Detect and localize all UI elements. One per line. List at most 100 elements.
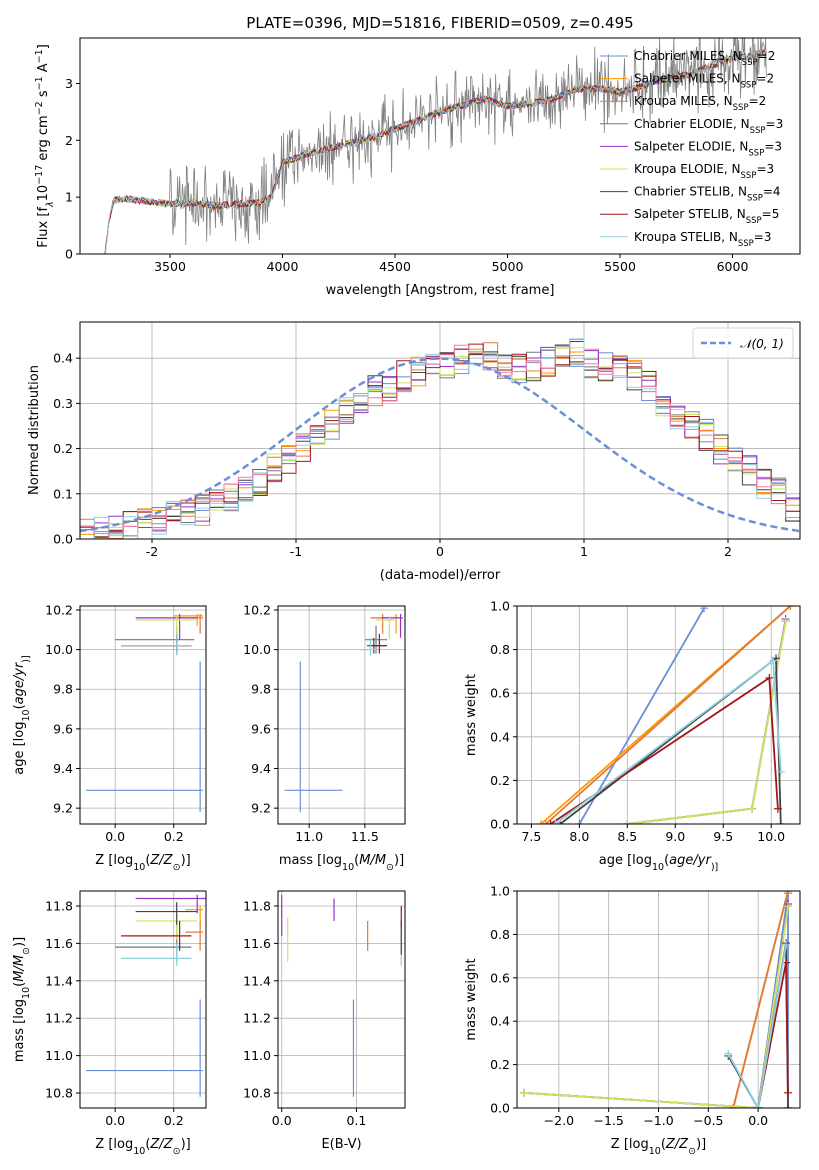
label-part: =3 [756,162,774,176]
y-tick-label: 10.8 [243,1086,271,1101]
residual-x-label: (data-model)/error [380,568,501,583]
weight-marker [575,820,584,824]
x-tick-label: −1.5 [593,1113,623,1128]
y-tick-label: 9.8 [251,682,271,697]
y-axis-label: mass weight [464,958,479,1040]
y-tick-label: 0.4 [490,729,510,744]
spectrum-y-label: Flux [fλ10−17 erg cm−2 s−1 A−1] [34,44,56,248]
x-tick-label: 4500 [379,259,411,274]
x-tick-label: 4000 [267,259,299,274]
axes-frame [79,605,207,825]
y-tick-label: 9.2 [53,801,73,816]
label-part: −1 [34,49,45,63]
y-tick-label: 0.4 [490,1014,510,1029]
label-part: ( [661,1137,666,1152]
label-part: ( [354,853,359,868]
weight-marker [769,656,778,665]
label-part: −2 [34,101,45,115]
y-tick-label: 10.0 [45,642,73,657]
label-part: SSP [733,103,749,113]
label-part: Kroupa ELODIE, N [634,162,741,176]
y-ticks: 0.0 0.2 0.4 0.6 0.8 1.0 [490,884,517,1116]
y-tick-label: 10.8 [45,1086,73,1101]
x-tick-label: 5000 [492,259,524,274]
x-tick-label: 9.0 [665,829,685,844]
plot-marks [519,891,793,1108]
label-part: =4 [763,185,781,199]
grid-lines [80,606,206,824]
legend-label: Salpeter ELODIE, NSSP=3 [634,139,782,158]
axes-frame [277,605,406,825]
weight-line [523,906,789,1108]
y-tick-label: 0 [65,247,73,262]
label-part: Kroupa STELIB, N [634,230,738,244]
label-part: 10 [133,1146,145,1157]
x-tick-label: 9.5 [713,829,733,844]
label-part: )] [12,937,27,947]
y-axis-label: mass [log10(M/M⊙)] [12,937,32,1062]
label-part: SSP [746,216,762,226]
y-tick-label: 9.4 [53,761,73,776]
x-tick-label: 0.0 [105,1113,125,1128]
y-tick-label: 9.2 [251,801,271,816]
label-part: mass [log [279,853,342,868]
figure-title: PLATE=0396, MJD=51816, FIBERID=0509, z=0… [246,14,633,32]
age-vs-mass-panel: 11.0 11.5 9.2 9.4 9.6 9.8 10.0 10.2 mass [log10(… [243,602,406,873]
label-part: age/yr [12,661,27,704]
label-part: Salpeter MILES, N [634,72,741,86]
x-ticks: 0.0 0.2 [105,824,184,844]
label-part: )] [21,655,32,662]
label-part: −17 [34,165,45,185]
residual-y-label: Normed distribution [27,365,42,495]
label-part: mass [log [12,999,27,1062]
label-part: ] [36,44,51,49]
label-part: ⊙ [21,947,32,955]
label-part: )] [696,1137,706,1152]
y-tick-label: 11.2 [45,1011,73,1026]
label-part: 10 [21,987,32,999]
label-part: 10 [36,185,51,202]
y-tick-label: 11.4 [243,973,271,988]
label-part: erg cm [36,115,51,164]
x-ticks: 11.0 11.5 [295,824,379,844]
label-part: =3 [764,139,782,153]
y-tick-label: 0.1 [53,486,73,501]
y-tick-label: 11.8 [45,898,73,913]
plot-marks [284,613,403,813]
model-spectrum-chabrier-stelib [104,48,767,254]
y-tick-label: 10.2 [45,602,73,617]
y-tick-label: 1.0 [490,599,510,614]
label-part: ( [145,853,150,868]
x-tick-label: 11.5 [351,829,379,844]
label-part: ⊙ [173,1146,181,1157]
label-part: ( [12,704,27,709]
x-tick-label: −2.0 [544,1113,574,1128]
label-part: Z [log [95,1137,133,1152]
label-part: SSP [742,58,758,68]
legend-label: Kroupa STELIB, NSSP=3 [634,230,772,249]
x-tick-label: 1 [580,544,588,559]
label-part: =2 [758,49,776,63]
label-part: 10 [21,709,32,721]
y-tick-label: 11.4 [45,973,73,988]
weight-vs-metallicity-panel: −2.0 −1.5 −1.0 −0.5 0.0 0.0 0.2 0.4 0.6 0.8 1.0 Z [… [464,884,801,1157]
label-part: Salpeter ELODIE, N [634,139,748,153]
x-tick-label: -1 [290,544,302,559]
label-part: Z/Z [149,1137,173,1152]
y-tick-label: 9.6 [53,721,73,736]
label-part: )] [711,862,718,873]
label-part: s [36,90,51,101]
x-tick-label: 8.5 [617,829,637,844]
weight-marker [551,820,560,824]
x-axis-label: age [log10(age/yr)] [599,853,718,873]
label-part: Z [log [95,853,133,868]
label-part: )] [181,853,191,868]
residual-legend: 𝒩(0, 1) [692,327,794,359]
weight-line [523,906,789,1108]
label-part: ( [145,1137,150,1152]
y-axis-label: mass weight [464,674,479,756]
label-part: SSP [748,148,764,158]
weight-line [627,621,787,824]
